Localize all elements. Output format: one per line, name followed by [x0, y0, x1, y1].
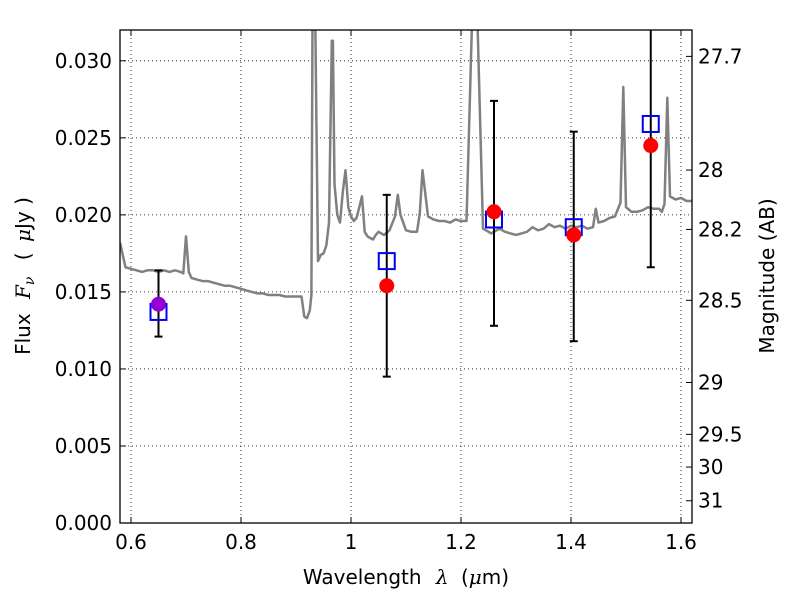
x-tick-label: 1.6 — [665, 530, 697, 554]
x-axis-title-unit-rest: m) — [482, 565, 509, 589]
x-tick-label: 1 — [345, 530, 358, 554]
y-axis-title-unit-open: ( — [11, 252, 35, 260]
observed-point — [379, 278, 395, 294]
right-tick-label: 30 — [698, 455, 723, 479]
x-axis-title-symbol: λ — [435, 565, 449, 589]
right-tick-label: 29.5 — [698, 422, 743, 446]
right-tick-label: 28.2 — [698, 217, 743, 241]
y-axis-title: Flux Fν ( μJy ) — [11, 197, 39, 355]
x-tick-label: 1.4 — [555, 530, 587, 554]
right-tick-label: 31 — [698, 489, 723, 513]
spectrum-line — [120, 30, 692, 320]
y-axis-title-symbol: F — [11, 284, 35, 300]
y-axis-title-unit-rest: Jy ) — [11, 197, 35, 231]
y-tick-label: 0.015 — [55, 280, 112, 304]
y-axis-title-symbol-sub: ν — [22, 276, 38, 285]
y-tick-label: 0.020 — [55, 203, 112, 227]
y-tick-label: 0.025 — [55, 126, 112, 150]
right-tick-label: 28 — [698, 158, 723, 182]
observed-point — [643, 138, 659, 154]
right-tick-label: 28.5 — [698, 288, 743, 312]
x-axis-title-unit-mu: μ — [469, 565, 482, 589]
y-tick-label: 0.030 — [55, 49, 112, 73]
y-axis-title-unit-mu: μ — [11, 229, 35, 242]
x-tick-label: 0.6 — [115, 530, 147, 554]
observed-point — [151, 296, 166, 312]
y-tick-label: 0.000 — [55, 511, 112, 535]
y-tick-label: 0.010 — [55, 357, 112, 381]
ticks: 0.6 0.8 1 1.2 1.4 1.6 0.000 0.005 0.010 0.015 0.02… — [55, 30, 743, 554]
observed-point — [486, 204, 502, 220]
x-tick-label: 0.8 — [225, 530, 257, 554]
x-axis-title-text: Wavelength — [303, 565, 422, 589]
x-axis-title: Wavelength λ (μm) — [303, 565, 509, 589]
right-tick-label: 29 — [698, 370, 723, 394]
observed-point — [566, 227, 582, 243]
x-tick-label: 1.2 — [445, 530, 477, 554]
data-layer — [120, 30, 692, 378]
x-axis-title-unit-open: ( — [461, 565, 469, 589]
model-square-point — [641, 114, 660, 133]
model-square-point — [377, 252, 396, 271]
right-tick-label: 27.7 — [698, 44, 743, 68]
y-tick-label: 0.005 — [55, 434, 112, 458]
plot-frame — [119, 29, 693, 524]
y-axis-title-text: Flux — [11, 313, 35, 355]
right-axis-title: Magnitude (AB) — [755, 198, 779, 353]
